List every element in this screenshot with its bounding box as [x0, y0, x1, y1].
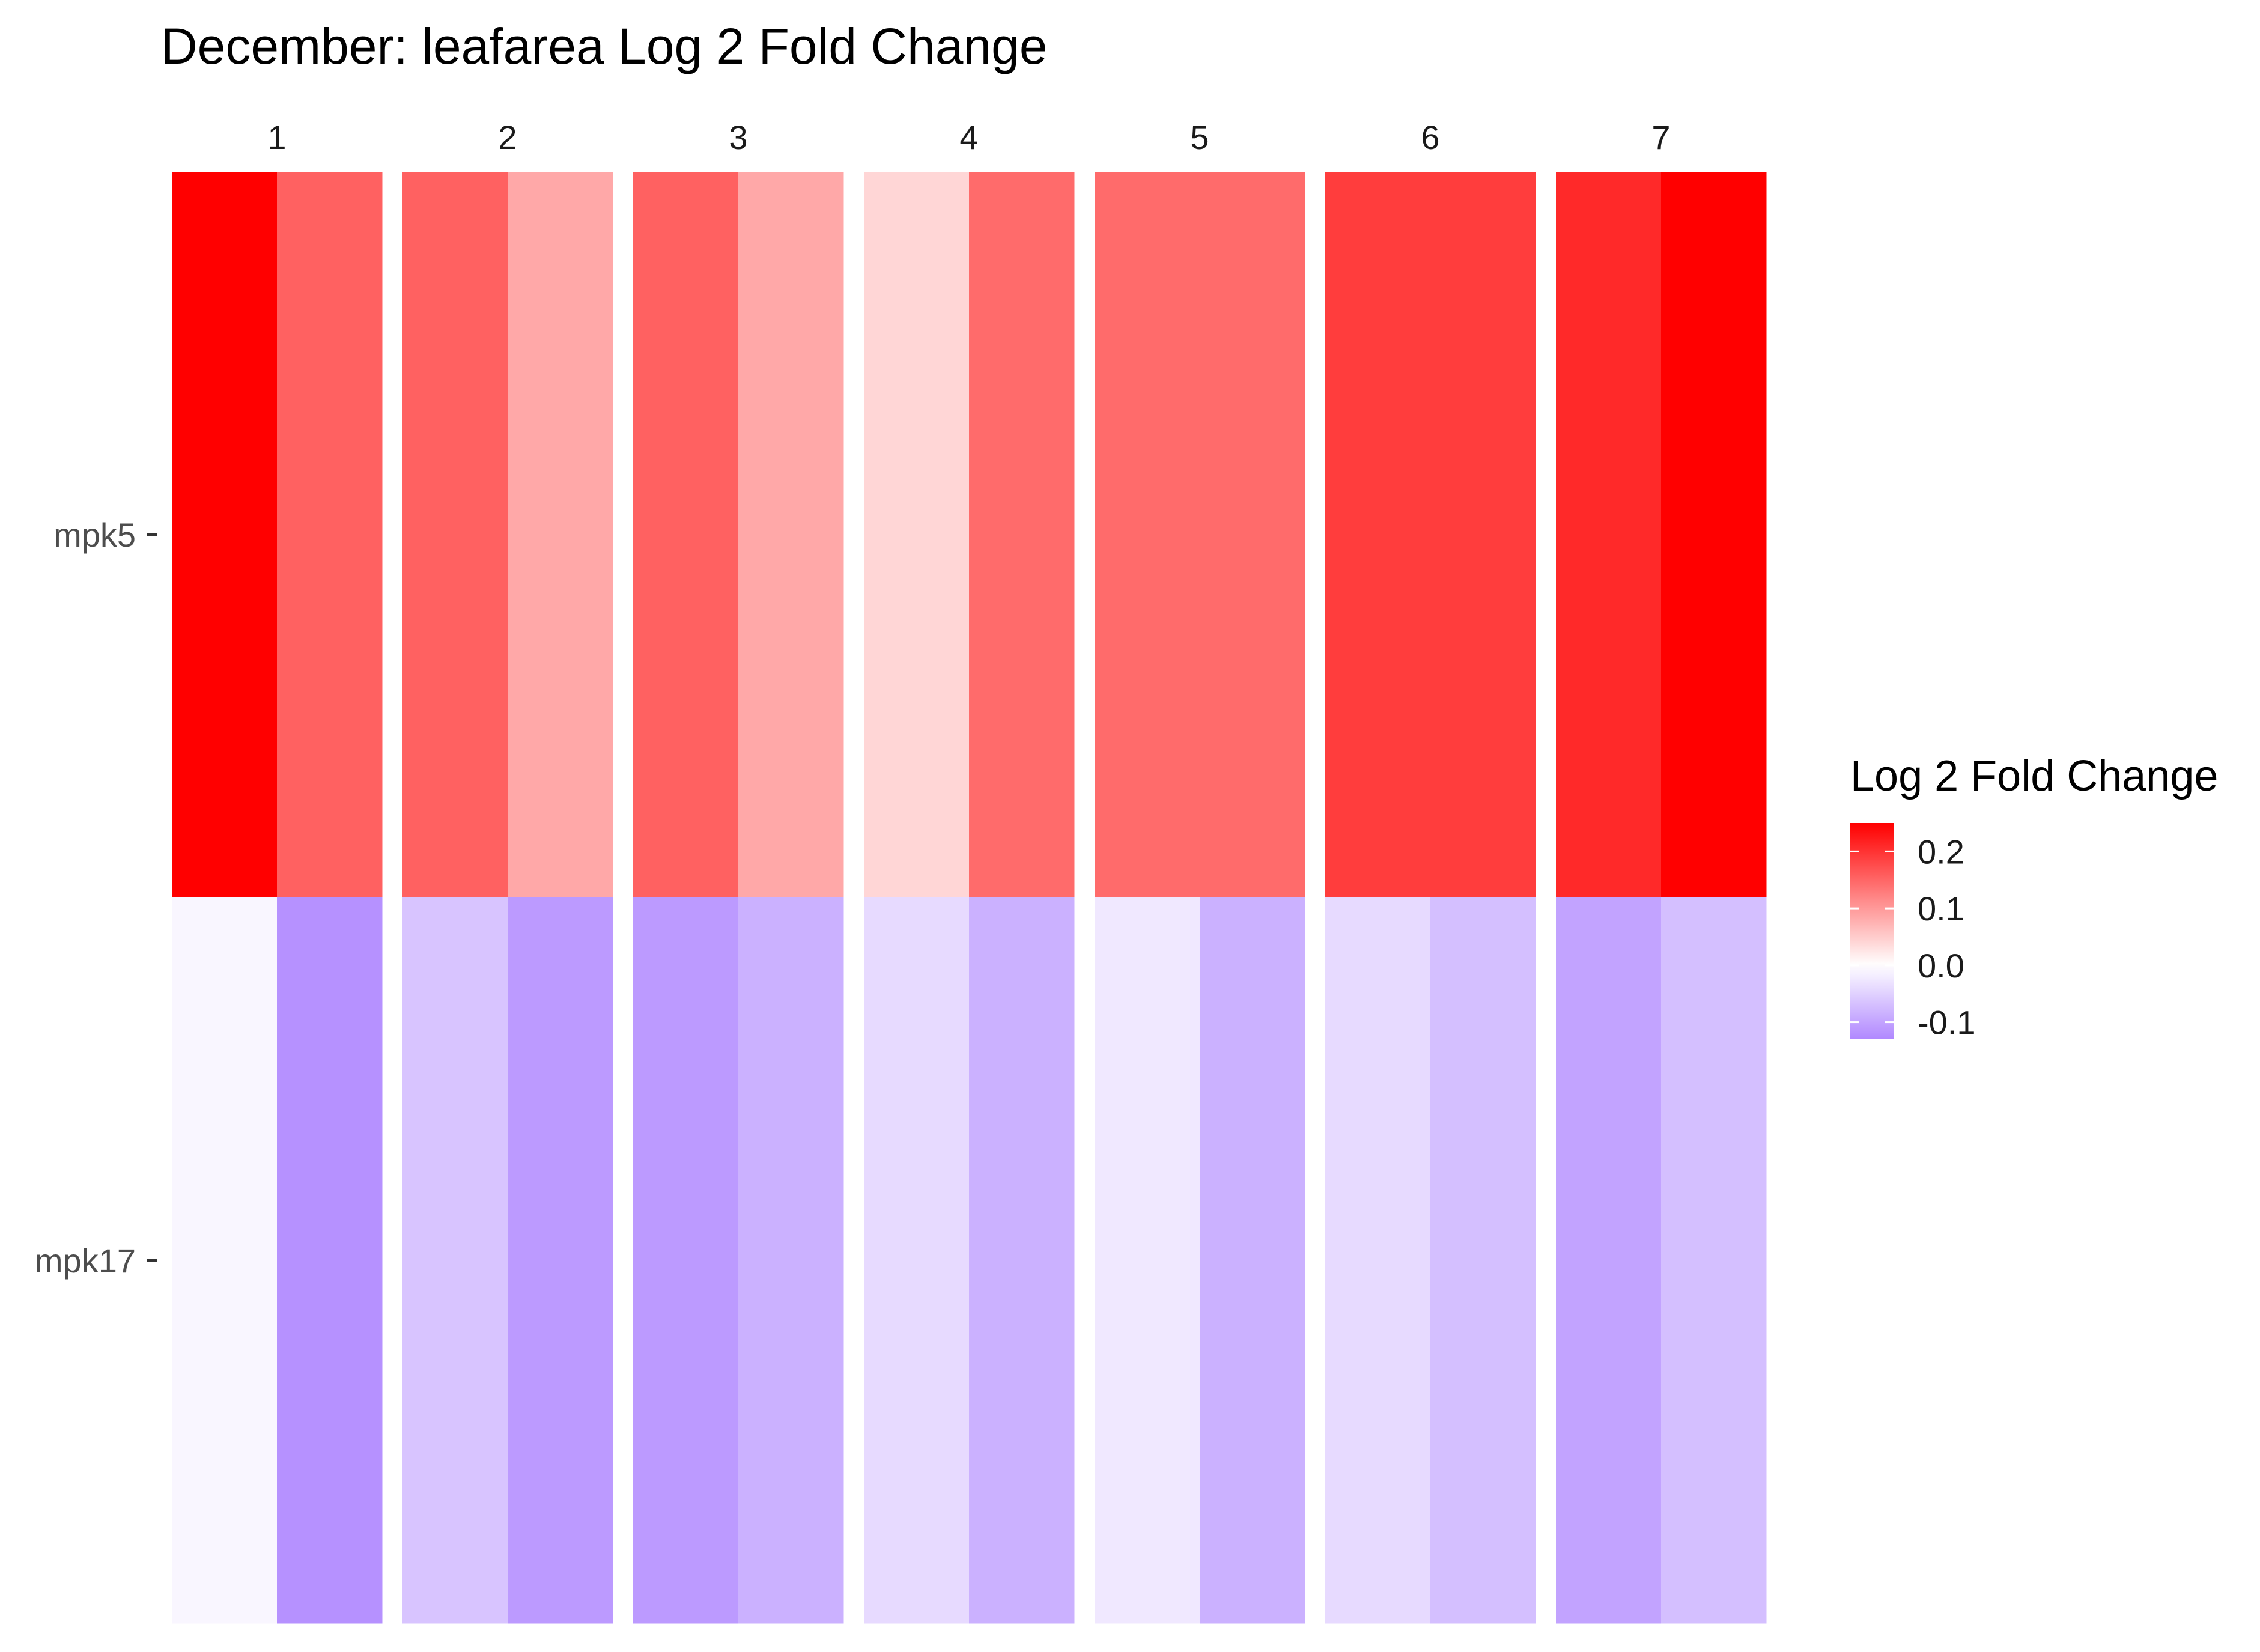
heatmap-cell-mpk5-6-2 [1430, 172, 1536, 898]
heatmap-cell-mpk5-3-2 [738, 172, 844, 898]
facet-label-1: 1 [267, 118, 286, 156]
chart-title: December: leafarea Log 2 Fold Change [161, 18, 1048, 74]
heatmap-cell-mpk17-5-1 [1095, 897, 1200, 1624]
legend-tick-label: 0.2 [1918, 833, 1964, 870]
heatmap-cell-mpk5-4-1 [864, 172, 970, 898]
heatmap-cell-mpk5-2-2 [508, 172, 613, 898]
heatmap-cell-mpk5-7-2 [1661, 172, 1767, 898]
legend-tick-label: 0.0 [1918, 947, 1964, 985]
facet-label-4: 4 [959, 118, 978, 156]
heatmap-cell-mpk5-3-1 [633, 172, 739, 898]
heatmap-cell-mpk17-4-1 [864, 897, 970, 1624]
heatmap-cell-mpk5-5-1 [1095, 172, 1200, 898]
legend-title: Log 2 Fold Change [1850, 752, 2218, 800]
heatmap-cell-mpk5-1-1 [172, 172, 278, 898]
heatmap-cell-mpk17-7-2 [1661, 897, 1767, 1624]
legend-ticks: 0.2 0.1 0.0 -0.1 [1850, 833, 1976, 1042]
legend-colorbar [1850, 823, 1894, 1039]
heatmap-cell-mpk17-3-1 [633, 897, 739, 1624]
facet-label-3: 3 [729, 118, 747, 156]
heatmap-cell-mpk17-1-1 [172, 897, 278, 1624]
row-label-mpk17: mpk17 [35, 1242, 136, 1280]
facet-label-5: 5 [1190, 118, 1209, 156]
facet-label-6: 6 [1421, 118, 1439, 156]
heatmap-cell-mpk5-1-2 [277, 172, 383, 898]
heatmap-cell-mpk5-6-1 [1325, 172, 1431, 898]
heatmap-cell-mpk17-6-1 [1325, 897, 1431, 1624]
heatmap-cell-mpk17-6-2 [1430, 897, 1536, 1624]
legend: Log 2 Fold Change 0.2 0.1 0.0 -0.1 [1850, 752, 2218, 1042]
facet-labels: 1 2 3 4 5 6 7 [267, 118, 1670, 156]
heatmap-cells [172, 172, 1767, 1624]
heatmap-cell-mpk17-2-2 [508, 897, 613, 1624]
heatmap-cell-mpk5-5-2 [1200, 172, 1305, 898]
heatmap-cell-mpk17-2-1 [402, 897, 508, 1624]
heatmap-cell-mpk17-1-2 [277, 897, 383, 1624]
heatmap-cell-mpk17-4-2 [969, 897, 1075, 1624]
heatmap-cell-mpk5-7-1 [1556, 172, 1662, 898]
legend-tick-label: 0.1 [1918, 890, 1964, 928]
heatmap-cell-mpk17-5-2 [1200, 897, 1305, 1624]
row-label-mpk5: mpk5 [53, 516, 136, 554]
heatmap-cell-mpk17-3-2 [738, 897, 844, 1624]
heatmap-cell-mpk5-2-1 [402, 172, 508, 898]
legend-tick-label: -0.1 [1918, 1004, 1976, 1042]
facet-label-7: 7 [1651, 118, 1670, 156]
heatmap-cell-mpk17-7-1 [1556, 897, 1662, 1624]
row-labels: mpk5 mpk17 [35, 516, 157, 1280]
heatmap-cell-mpk5-4-2 [969, 172, 1075, 898]
facet-label-2: 2 [498, 118, 517, 156]
